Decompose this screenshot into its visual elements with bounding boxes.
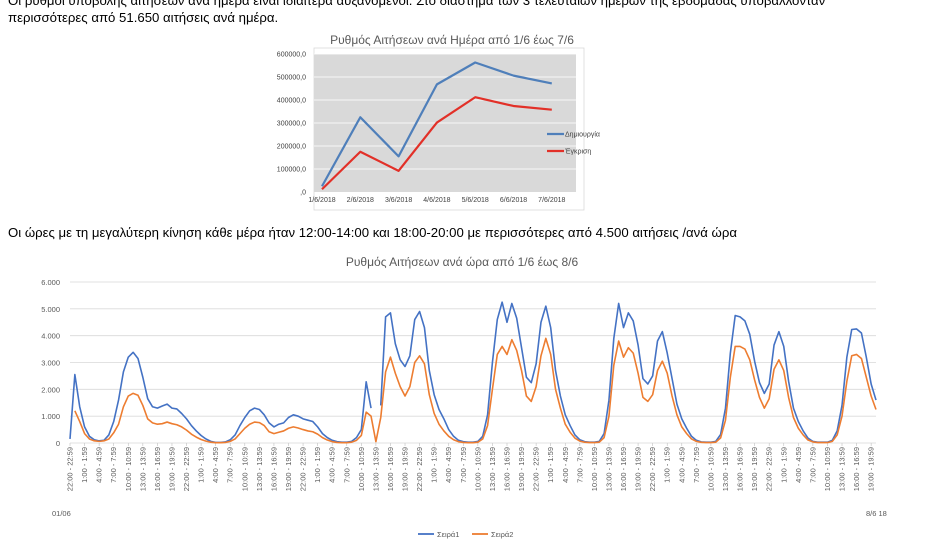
chart2-x-tick: 22:00 - 22:59 (765, 447, 774, 491)
chart2-y-tick: 4.000 (41, 332, 60, 341)
chart2-y-tick: 6.000 (41, 278, 60, 287)
chart1-series-1-line (321, 61, 553, 187)
peak-hours-paragraph: Οι ώρες με τη μεγαλύτερη κίνηση κάθε μέρ… (8, 225, 737, 240)
chart2-x-tick: 13:00 - 13:59 (488, 447, 497, 491)
chart2-x-tick: 7:00 - 7:59 (692, 447, 701, 483)
chart1-y-tick: 600000,0 (277, 52, 306, 59)
chart1-legend-label: Δημιουργία (565, 131, 600, 139)
chart2-x-tick: 13:00 - 13:59 (371, 447, 380, 491)
chart2-x-tick: 19:00 - 19:59 (401, 447, 410, 491)
hourly-requests-chart: Ρυθμός Αιτήσεων ανά ώρα από 1/6 έως 8/6 … (41, 255, 887, 539)
chart2-x-tick: 13:00 - 13:59 (721, 447, 730, 491)
chart2-series-2-line (74, 337, 877, 444)
chart1-y-tick: 400000,0 (277, 98, 306, 105)
chart2-x-tick: 22:00 - 22:59 (66, 447, 75, 491)
chart2-x-tick: 4:00 - 4:59 (211, 447, 220, 483)
chart1-y-tick: 100000,0 (277, 167, 306, 174)
chart2-x-tick: 10:00 - 10:59 (124, 447, 133, 491)
chart2-x-tick: 10:00 - 10:59 (590, 447, 599, 491)
chart2-x-tick: 19:00 - 19:59 (750, 447, 759, 491)
chart1-y-tick: 300000,0 (277, 121, 306, 128)
chart1-x-tick: 1/6/2018 (308, 197, 335, 204)
chart2-x-tick: 1:00 - 1:59 (80, 447, 89, 483)
chart2-y-tick: 0 (56, 439, 60, 448)
chart1-series-2-line (321, 96, 552, 191)
chart2-x-edge-right: 8/6 18 (866, 509, 887, 518)
chart2-x-tick: 1:00 - 1:59 (430, 447, 439, 483)
chart1-x-tick: 3/6/2018 (385, 197, 412, 204)
chart2-legend-label: Σειρά2 (491, 530, 513, 539)
chart2-x-tick: 7:00 - 7:59 (226, 447, 235, 483)
chart2-x-tick: 7:00 - 7:59 (109, 447, 118, 483)
chart2-x-tick: 10:00 - 10:59 (823, 447, 832, 491)
chart2-x-tick: 1:00 - 1:59 (313, 447, 322, 483)
chart2-x-tick: 4:00 - 4:59 (561, 447, 570, 483)
chart2-series-1-line (69, 301, 877, 444)
chart2-x-tick: 1:00 - 1:59 (546, 447, 555, 483)
chart2-x-tick: 13:00 - 13:59 (138, 447, 147, 491)
chart2-x-tick: 7:00 - 7:59 (459, 447, 468, 483)
chart2-x-tick: 22:00 - 22:59 (648, 447, 657, 491)
chart2-x-tick: 1:00 - 1:59 (197, 447, 206, 483)
chart2-y-tick: 2.000 (41, 385, 60, 394)
chart2-x-tick: 22:00 - 22:59 (299, 447, 308, 491)
intro-paragraph: Οι ρυθμοί υποβολής αιτήσεων ανά ημέρα εί… (8, 0, 826, 25)
chart2-x-tick: 13:00 - 13:59 (838, 447, 847, 491)
chart2-x-tick: 16:00 - 16:59 (386, 447, 395, 491)
chart2-x-tick: 1:00 - 1:59 (663, 447, 672, 483)
chart2-x-tick: 4:00 - 4:59 (444, 447, 453, 483)
chart1-x-tick: 2/6/2018 (347, 197, 374, 204)
chart2-x-tick: 13:00 - 13:59 (255, 447, 264, 491)
chart2-x-tick: 19:00 - 19:59 (867, 447, 876, 491)
chart1-x-tick: 4/6/2018 (423, 197, 450, 204)
chart2-y-tick: 3.000 (41, 359, 60, 368)
chart1-y-tick: 200000,0 (277, 144, 306, 151)
chart2-x-tick: 19:00 - 19:59 (517, 447, 526, 491)
chart2-x-tick: 16:00 - 16:59 (852, 447, 861, 491)
chart2-x-tick: 10:00 - 10:59 (473, 447, 482, 491)
chart2-x-tick: 13:00 - 13:59 (604, 447, 613, 491)
chart2-x-tick: 7:00 - 7:59 (342, 447, 351, 483)
chart2-x-tick: 7:00 - 7:59 (808, 447, 817, 483)
chart2-x-edge-left: 01/06 (52, 509, 71, 518)
chart1-x-tick: 6/6/2018 (500, 197, 527, 204)
chart2-x-tick: 4:00 - 4:59 (794, 447, 803, 483)
chart1-legend-label: Έγκριση (564, 149, 591, 156)
chart1-y-tick: ,0 (300, 190, 306, 197)
chart2-x-tick: 16:00 - 16:59 (269, 447, 278, 491)
chart2-x-tick: 22:00 - 22:59 (532, 447, 541, 491)
chart2-x-tick: 10:00 - 10:59 (240, 447, 249, 491)
chart2-y-tick: 5.000 (41, 305, 60, 314)
chart2-legend-label: Σειρά1 (437, 530, 459, 539)
chart2-x-tick: 16:00 - 16:59 (502, 447, 511, 491)
chart1-title: Ρυθμός Αιτήσεων ανά Ημέρα από 1/6 έως 7/… (330, 33, 574, 47)
chart2-x-tick: 10:00 - 10:59 (357, 447, 366, 491)
chart2-x-tick: 19:00 - 19:59 (167, 447, 176, 491)
chart2-x-tick: 22:00 - 22:59 (182, 447, 191, 491)
chart2-x-tick: 10:00 - 10:59 (706, 447, 715, 491)
chart2-x-tick: 4:00 - 4:59 (95, 447, 104, 483)
chart2-x-tick: 22:00 - 22:59 (415, 447, 424, 491)
chart2-x-tick: 16:00 - 16:59 (619, 447, 628, 491)
chart2-x-tick: 7:00 - 7:59 (575, 447, 584, 483)
chart1-x-tick: 5/6/2018 (462, 197, 489, 204)
chart2-y-tick: 1.000 (41, 412, 60, 421)
chart2-title: Ρυθμός Αιτήσεων ανά ώρα από 1/6 έως 8/6 (346, 255, 579, 269)
chart2-x-tick: 4:00 - 4:59 (328, 447, 337, 483)
chart1-x-tick: 7/6/2018 (538, 197, 565, 204)
chart2-x-tick: 1:00 - 1:59 (779, 447, 788, 483)
chart2-x-tick: 4:00 - 4:59 (677, 447, 686, 483)
chart2-x-tick: 16:00 - 16:59 (153, 447, 162, 491)
chart1-y-tick: 500000,0 (277, 75, 306, 82)
chart2-x-tick: 19:00 - 19:59 (284, 447, 293, 491)
chart2-x-tick: 19:00 - 19:59 (634, 447, 643, 491)
daily-requests-chart: Ρυθμός Αιτήσεων ανά Ημέρα από 1/6 έως 7/… (277, 28, 600, 211)
chart2-x-tick: 16:00 - 16:59 (736, 447, 745, 491)
